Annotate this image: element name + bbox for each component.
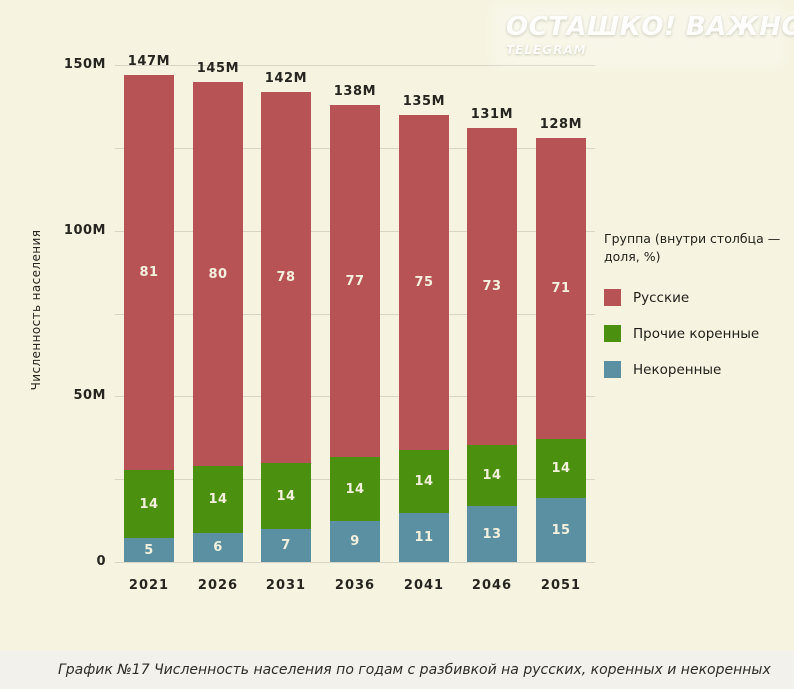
bar-total-label: 128M: [539, 117, 583, 132]
bar-total-label: 147M: [127, 54, 171, 69]
bar-segment-russians: 73: [467, 128, 517, 445]
bar-total-label: 142M: [264, 71, 308, 86]
bar-segment-non-indigenous: 5: [124, 538, 174, 562]
stacked-bar-2026: 145M 80 14 6: [193, 61, 243, 562]
x-tick-label: 2026: [197, 578, 239, 593]
bar-segment-other-indigenous: 14: [399, 450, 449, 513]
bar-total-label: 131M: [470, 107, 514, 122]
bar-segment-non-indigenous: 9: [330, 521, 380, 562]
stacked-bar-2021: 147M 81 14 5: [124, 54, 174, 562]
bar-segment-other-indigenous: 14: [330, 457, 380, 521]
legend-title: Группа (внутри столбца — доля, %): [604, 231, 781, 264]
bar-segment-russians: 78: [261, 92, 311, 463]
segment-percent-label: 14: [482, 468, 502, 483]
stacked-bar-2046: 131M 73 14 13: [467, 107, 517, 562]
legend-swatch-non-indigenous: [604, 361, 621, 378]
legend-item-non-indigenous: Некоренные: [604, 361, 782, 378]
segment-percent-label: 81: [139, 265, 159, 280]
bar-segment-other-indigenous: 14: [467, 445, 517, 506]
segment-percent-label: 14: [208, 492, 228, 507]
bar-segment-other-indigenous: 14: [261, 463, 311, 529]
x-tick-label: 2021: [128, 578, 170, 593]
stacked-bar-2041: 135M 75 14 11: [399, 94, 449, 562]
segment-percent-label: 71: [551, 281, 571, 296]
x-tick-label: 2051: [540, 578, 582, 593]
bar-segment-non-indigenous: 13: [467, 506, 517, 562]
segment-percent-label: 77: [345, 273, 365, 289]
segment-percent-label: 14: [414, 474, 434, 489]
watermark-subtitle: TELEGRAM: [506, 43, 587, 57]
chart-caption: График №17 Численность населения по года…: [58, 661, 771, 678]
bar-segment-non-indigenous: 11: [399, 513, 449, 562]
y-tick-label: 150M: [63, 57, 106, 72]
bar-segment-other-indigenous: 14: [193, 466, 243, 533]
y-tick-label: 100M: [63, 223, 106, 238]
bar-segment-other-indigenous: 14: [124, 470, 174, 538]
segment-percent-label: 73: [482, 279, 502, 294]
x-tick-label: 2046: [471, 578, 513, 593]
legend-label-russians: Русские: [633, 289, 690, 306]
segment-percent-label: 9: [350, 534, 360, 549]
legend: Группа (внутри столбца — доля, %) Русски…: [604, 230, 782, 397]
bar-segment-non-indigenous: 15: [536, 498, 586, 562]
bar-segment-russians: 71: [536, 138, 586, 439]
x-tick-label: 2041: [403, 578, 445, 593]
segment-percent-label: 14: [139, 496, 159, 512]
segment-percent-label: 80: [208, 266, 228, 282]
segment-percent-label: 14: [276, 488, 296, 504]
bar-segment-russians: 75: [399, 115, 449, 450]
bar-segment-non-indigenous: 6: [193, 533, 243, 562]
legend-item-russians: Русские: [604, 289, 782, 306]
y-tick-label: 50M: [73, 388, 106, 403]
x-tick-label: 2036: [334, 578, 376, 593]
segment-percent-label: 78: [276, 270, 296, 285]
legend-swatch-russians: [604, 289, 621, 306]
y-tick-label: 0: [96, 554, 106, 569]
segment-percent-label: 75: [414, 275, 434, 290]
population-chart: ОСТАШКО! ВАЖНОЕ TELEGRAM Численность нас…: [29, 8, 794, 593]
y-axis-title: Численность населения: [29, 229, 43, 391]
segment-percent-label: 14: [551, 461, 571, 476]
stacked-bar-2036: 138M 77 14 9: [330, 84, 380, 562]
x-axis-line: [115, 562, 595, 563]
bar-total-label: 138M: [333, 84, 377, 99]
caption-bar: График №17 Численность населения по года…: [0, 650, 794, 689]
segment-percent-label: 14: [345, 481, 365, 497]
bar-segment-other-indigenous: 14: [536, 439, 586, 498]
bar-total-label: 135M: [402, 94, 446, 109]
legend-swatch-other-indigenous: [604, 325, 621, 342]
stacked-bar-2031: 142M 78 14 7: [261, 71, 311, 562]
watermark: ОСТАШКО! ВАЖНОЕ TELEGRAM: [496, 8, 794, 63]
segment-percent-label: 7: [281, 538, 291, 553]
bar-segment-russians: 81: [124, 75, 174, 470]
segment-percent-label: 6: [213, 540, 223, 555]
bar-segment-non-indigenous: 7: [261, 529, 311, 562]
stacked-bar-2051: 128M 71 14 15: [536, 117, 586, 562]
segment-percent-label: 15: [551, 522, 571, 538]
bar-total-label: 145M: [196, 61, 240, 76]
legend-item-other-indigenous: Прочие коренные: [604, 325, 782, 342]
x-tick-label: 2031: [265, 578, 307, 593]
gridline: [115, 65, 595, 66]
bar-segment-russians: 77: [330, 105, 380, 457]
legend-label-other-indigenous: Прочие коренные: [633, 325, 760, 342]
bar-segment-russians: 80: [193, 82, 243, 466]
segment-percent-label: 5: [144, 542, 154, 558]
watermark-title: ОСТАШКО! ВАЖНОЕ: [506, 12, 794, 42]
legend-label-non-indigenous: Некоренные: [633, 361, 722, 378]
segment-percent-label: 11: [414, 530, 434, 545]
segment-percent-label: 13: [482, 526, 502, 542]
